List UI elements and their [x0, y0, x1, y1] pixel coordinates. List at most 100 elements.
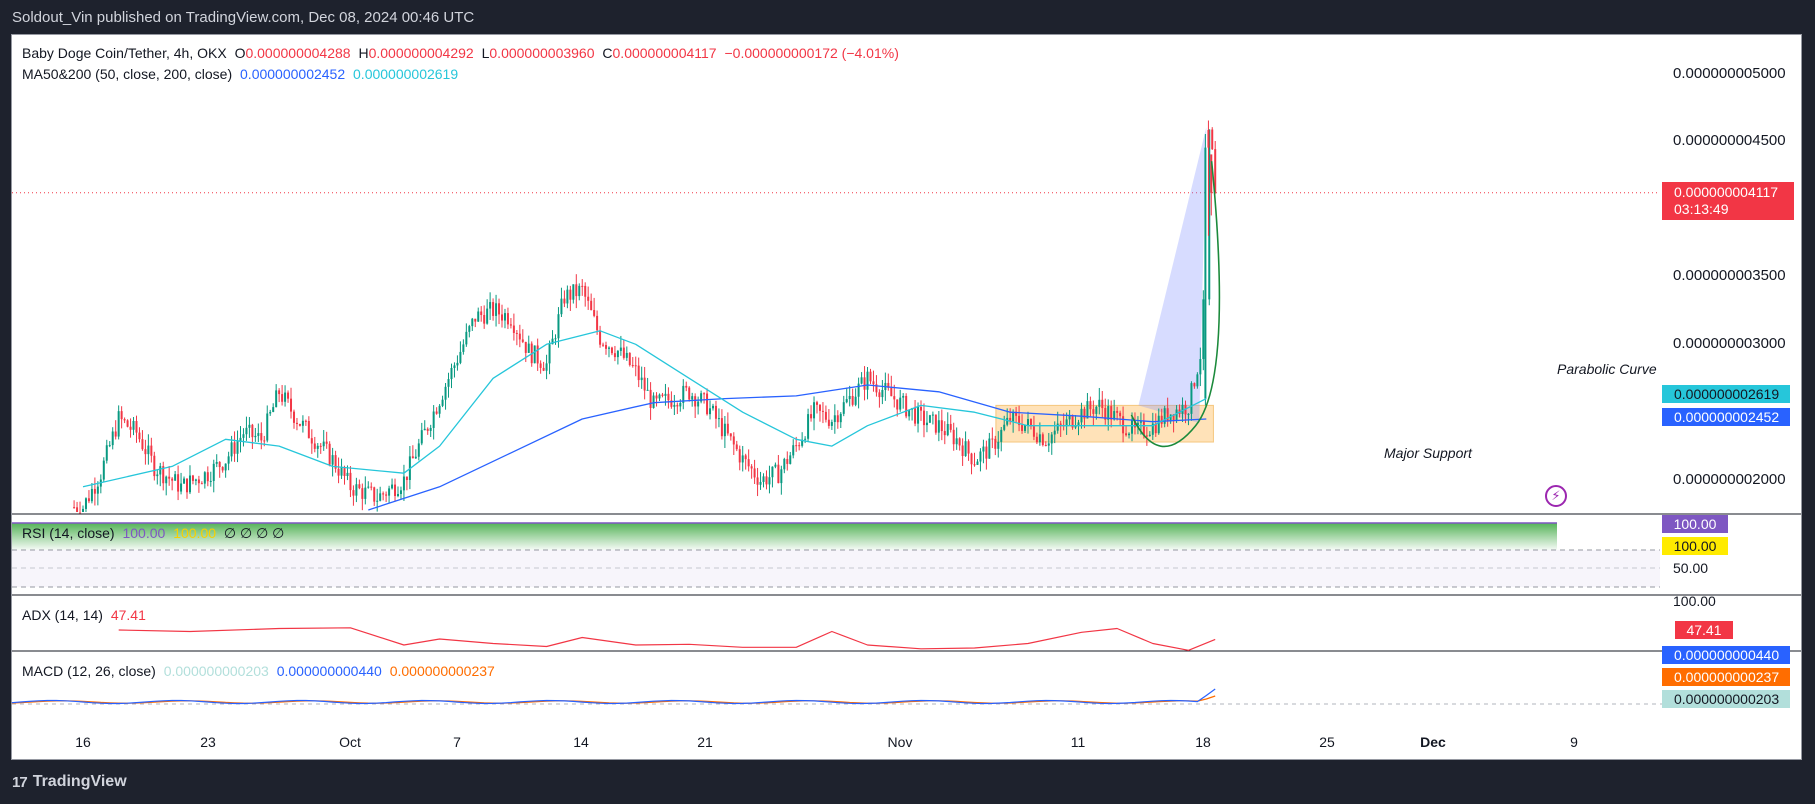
candle-body: [709, 408, 712, 415]
lightning-icon[interactable]: ⚡: [1545, 485, 1567, 507]
candle-body: [93, 488, 96, 494]
tradingview-logo[interactable]: 17 TradingView: [12, 773, 127, 791]
candle-body: [501, 314, 504, 321]
last-price-tag: 0.000000004117 03:13:49: [1662, 182, 1794, 220]
candle-body: [512, 325, 515, 333]
candle-body: [257, 433, 260, 436]
candle-body: [1190, 383, 1193, 414]
candle-body: [1104, 408, 1107, 420]
candle-body: [1122, 416, 1125, 434]
candle-body: [587, 296, 590, 301]
open-label: O: [234, 45, 246, 61]
candle-body: [227, 456, 230, 464]
tradingview-brand-text: TradingView: [32, 773, 127, 790]
major-support-label[interactable]: Major Support: [1384, 445, 1472, 461]
candle-body: [792, 445, 795, 456]
candle-body: [177, 474, 180, 492]
candle-body: [301, 420, 304, 426]
candle-body: [893, 396, 896, 400]
candle-body: [593, 310, 596, 316]
candle-body: [940, 420, 943, 432]
candle-body: [1142, 421, 1145, 436]
candle-body: [717, 418, 720, 420]
candle-body: [750, 466, 753, 469]
candle-body: [515, 332, 518, 334]
candle-body: [982, 446, 985, 452]
candle-body: [423, 428, 426, 431]
candle-body: [391, 484, 394, 489]
candle-body: [471, 318, 474, 327]
candle-body: [605, 345, 608, 349]
candle-body: [361, 488, 364, 499]
rsi-legend: RSI (14, close) 100.00 100.00 ∅ ∅ ∅ ∅: [22, 525, 288, 542]
footer-bar: 17 TradingView: [0, 762, 1815, 804]
candle-body: [762, 476, 765, 482]
price-tick-5000: 0.000000005000: [1673, 65, 1786, 82]
candle-body: [551, 338, 554, 345]
candle-body: [1163, 408, 1166, 424]
candle-body: [325, 441, 328, 444]
candle-body: [1181, 404, 1184, 414]
time-label-7: 7: [453, 734, 461, 750]
candle-body: [706, 393, 709, 415]
candle-body: [997, 441, 1000, 449]
candle-body: [183, 478, 186, 484]
candle-body: [468, 326, 471, 332]
candle-body: [1021, 425, 1024, 431]
candle-body: [928, 415, 931, 423]
projection-triangle: [1138, 127, 1207, 424]
parabolic-curve-label[interactable]: Parabolic Curve: [1557, 361, 1657, 377]
candle-body: [795, 445, 798, 447]
rsi-tick-50: 50.00: [1673, 560, 1709, 576]
candle-body: [931, 414, 934, 416]
candle-body: [527, 343, 530, 353]
candle-body: [290, 398, 293, 412]
candle-body: [233, 442, 236, 454]
candle-body: [1110, 406, 1113, 420]
candle-body: [851, 395, 854, 405]
candle-body: [1092, 409, 1095, 414]
candle-body: [1172, 414, 1175, 421]
candle-body: [679, 402, 682, 407]
rsi-title[interactable]: RSI (14, close): [22, 525, 115, 541]
rsi-overbought-fill: [12, 523, 1557, 550]
candle-body: [1187, 413, 1190, 415]
adx-title[interactable]: ADX (14, 14): [22, 607, 103, 623]
candle-body: [694, 396, 697, 407]
candle-body: [863, 377, 866, 390]
candle-body: [191, 475, 194, 481]
candle-body: [331, 455, 334, 465]
candle-body: [807, 414, 810, 439]
candle-body: [218, 462, 221, 468]
symbol-title[interactable]: Baby Doge Coin/Tether, 4h, OKX: [22, 45, 227, 61]
candle-body: [87, 498, 90, 502]
candle-body: [307, 420, 310, 439]
candle-body: [881, 390, 884, 398]
macd-hist-value: 0.000000000203: [163, 663, 269, 679]
candle-body: [783, 458, 786, 470]
time-label-11: 11: [1070, 734, 1086, 750]
candle-body: [251, 424, 254, 438]
candle-body: [111, 431, 114, 446]
close-label: C: [602, 45, 613, 61]
candle-body: [887, 382, 890, 388]
candle-body: [153, 455, 156, 477]
candle-body: [539, 363, 542, 368]
ma200-price-tag: 0.000000002619: [1662, 385, 1790, 403]
adx-value-tag: 47.41: [1675, 621, 1733, 639]
macd-title[interactable]: MACD (12, 26, close): [22, 663, 156, 679]
candle-body: [920, 406, 923, 411]
candle-body: [670, 400, 673, 407]
candle-body: [735, 444, 738, 450]
candle-body: [610, 347, 613, 354]
candle-body: [1199, 359, 1202, 375]
candle-body: [343, 467, 346, 477]
candle-body: [946, 423, 949, 436]
time-label-9: 9: [1570, 734, 1578, 750]
candle-body: [379, 493, 382, 501]
candle-body: [310, 438, 313, 444]
candle-body: [599, 330, 602, 345]
ma-title[interactable]: MA50&200 (50, close, 200, close): [22, 66, 233, 82]
candle-body: [848, 395, 851, 400]
